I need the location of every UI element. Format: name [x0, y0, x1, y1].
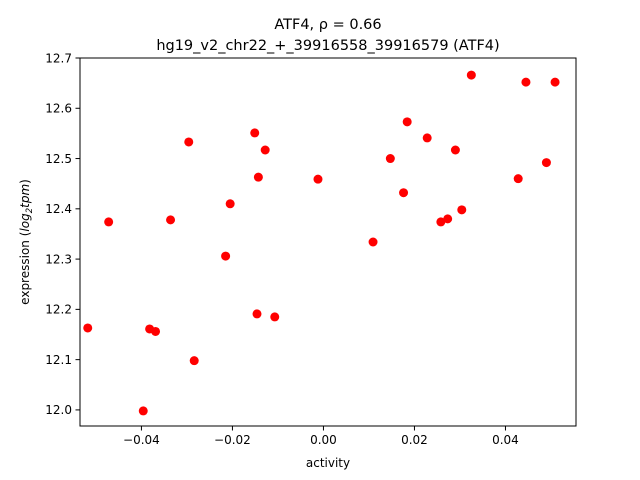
data-point-18	[385, 154, 395, 164]
x-tick-label: −0.04	[123, 433, 160, 447]
data-point-6	[166, 215, 176, 225]
x-tick-label: 0.00	[310, 433, 337, 447]
data-point-7	[184, 137, 194, 147]
data-point-13	[253, 172, 263, 182]
data-point-10	[225, 199, 235, 209]
data-point-28	[521, 77, 531, 87]
x-axis-ticks: −0.04 −0.02 0.00 0.02 0.04	[123, 426, 519, 447]
data-point-5	[151, 326, 161, 336]
y-axis-label-suffix: )	[18, 179, 32, 184]
y-tick-label: 12.0	[45, 403, 72, 417]
data-point-12	[252, 309, 262, 319]
plot-frame	[79, 57, 577, 427]
data-point-14	[260, 145, 270, 155]
y-tick-label: 12.5	[45, 152, 72, 166]
data-point-20	[402, 117, 412, 127]
y-tick-label: 12.4	[45, 202, 72, 216]
y-tick-label: 12.2	[45, 303, 72, 317]
data-point-25	[457, 205, 467, 215]
chart-title-line1: ATF4, ρ = 0.66	[274, 17, 381, 33]
y-axis-label: expression (log2tpm)	[18, 179, 35, 305]
data-point-2	[104, 217, 114, 227]
x-axis-label: activity	[306, 456, 350, 470]
data-point-3	[138, 406, 148, 416]
data-point-9	[221, 251, 231, 261]
data-point-23	[443, 214, 453, 224]
data-point-16	[313, 174, 323, 184]
y-axis-label-prefix: expression (	[18, 232, 32, 305]
y-tick-label: 12.6	[45, 102, 72, 116]
y-axis-ticks: 12.0 12.1 12.2 12.3 12.4 12.5 12.6 12.7	[45, 51, 80, 417]
data-point-27	[513, 174, 523, 184]
y-tick-label: 12.7	[45, 51, 72, 65]
y-tick-label: 12.1	[45, 353, 72, 367]
data-point-30	[550, 77, 560, 87]
data-point-24	[450, 145, 460, 155]
data-point-21	[422, 133, 432, 143]
points-layer	[83, 70, 560, 416]
data-point-19	[399, 188, 409, 198]
data-point-8	[189, 356, 199, 366]
x-tick-label: 0.04	[492, 433, 519, 447]
data-point-26	[466, 70, 476, 80]
y-axis-label-sub: 2	[25, 208, 35, 213]
y-tick-label: 12.3	[45, 252, 72, 266]
data-point-22	[436, 217, 446, 227]
y-axis-label-log: log	[18, 213, 32, 232]
chart-title-line2: hg19_v2_chr22_+_39916558_39916579 (ATF4)	[156, 38, 499, 54]
data-point-17	[368, 237, 378, 247]
y-axis-label-tpm: tpm	[18, 184, 32, 208]
data-point-1	[83, 323, 93, 333]
data-point-11	[250, 128, 260, 138]
data-point-15	[270, 312, 280, 322]
data-point-29	[541, 158, 551, 168]
x-tick-label: 0.02	[401, 433, 428, 447]
x-tick-label: −0.02	[214, 433, 251, 447]
